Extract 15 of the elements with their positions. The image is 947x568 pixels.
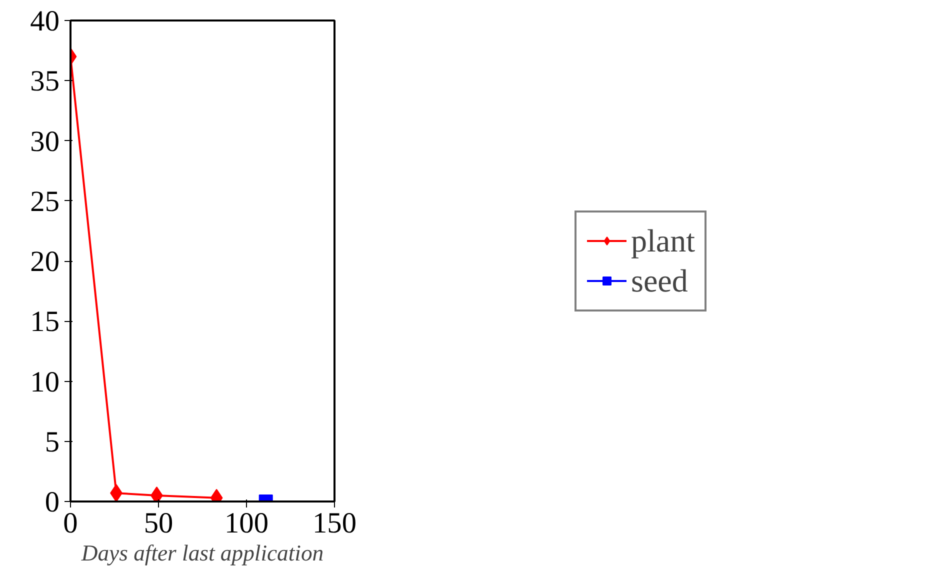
y-tick-label: 40 [30,6,60,38]
y-tick-label: 0 [44,486,60,518]
legend-label: seed [631,262,688,299]
y-tick-label: 25 [30,186,60,218]
x-axis-title: Days after last application [80,540,324,566]
y-tick-label: 35 [30,66,60,98]
legend-label: plant [631,222,695,259]
y-tick-label: 10 [30,366,60,398]
x-tick-label: 150 [312,508,357,540]
x-tick-label: 50 [144,508,174,540]
y-tick-label: 5 [44,426,60,458]
y-tick-label: 30 [30,126,60,158]
x-tick-label: 100 [224,508,269,540]
y-tick-label: 20 [30,246,60,278]
y-tick-label: 15 [30,306,60,338]
